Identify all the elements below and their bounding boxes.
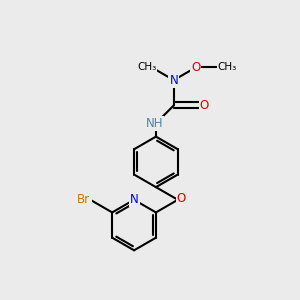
Text: O: O — [191, 61, 200, 74]
Text: Br: Br — [77, 193, 90, 206]
Text: CH₃: CH₃ — [137, 62, 156, 73]
Text: O: O — [200, 99, 209, 112]
Text: CH₃: CH₃ — [218, 62, 237, 73]
Text: O: O — [177, 192, 186, 205]
Text: NH: NH — [146, 117, 163, 130]
Text: N: N — [169, 74, 178, 87]
Text: N: N — [130, 193, 138, 206]
